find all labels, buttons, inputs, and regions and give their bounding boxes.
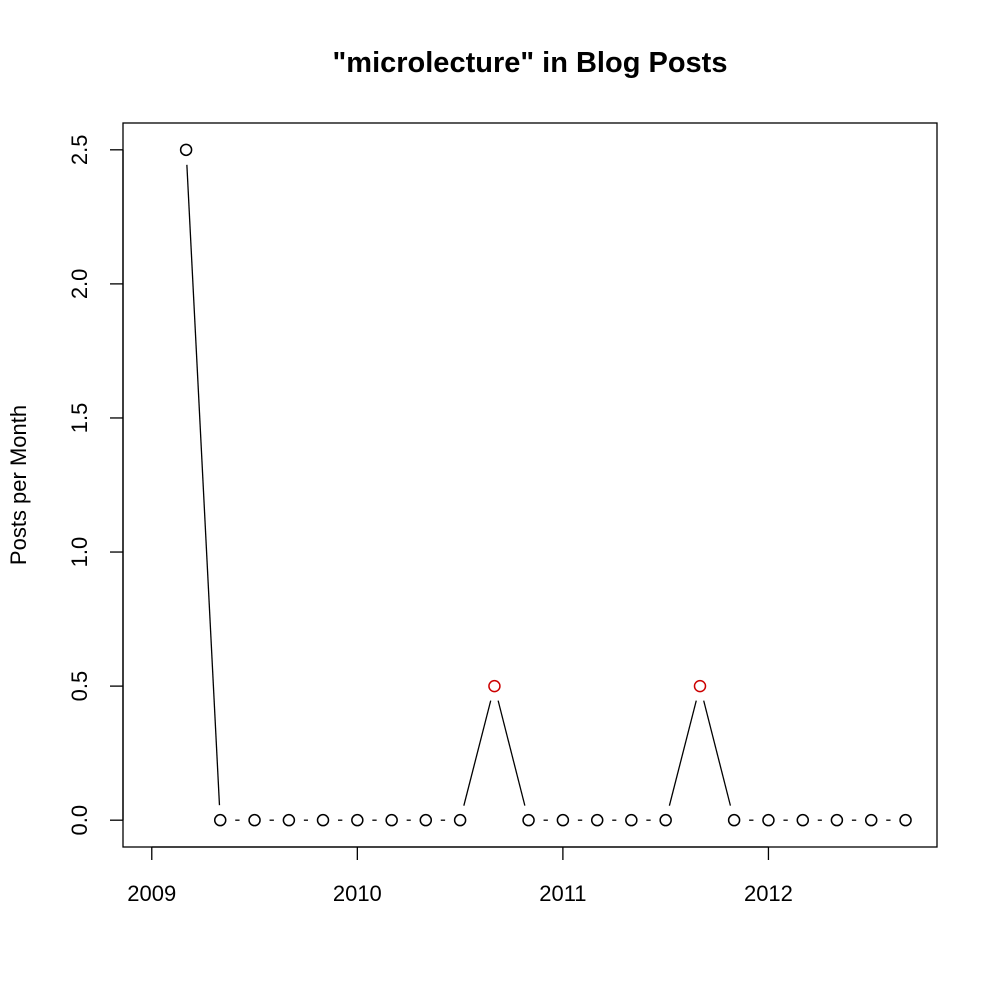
data-point bbox=[316, 813, 330, 827]
series-line-segment bbox=[463, 700, 492, 806]
data-point bbox=[659, 813, 672, 827]
data-point bbox=[693, 679, 707, 693]
data-point bbox=[727, 813, 741, 827]
data-point bbox=[556, 813, 570, 827]
x-tick-label: 2012 bbox=[744, 881, 793, 906]
data-point bbox=[419, 813, 433, 827]
y-tick-label: 1.0 bbox=[67, 537, 92, 568]
series-lines bbox=[186, 164, 891, 821]
data-point bbox=[179, 143, 193, 157]
y-tick-label: 0.0 bbox=[67, 805, 92, 836]
data-point bbox=[830, 813, 844, 827]
data-point bbox=[899, 813, 912, 827]
data-point bbox=[213, 813, 227, 827]
data-point bbox=[248, 813, 261, 827]
y-axis: 0.0 0.5 1.0 1.5 2.0 2.5 bbox=[67, 135, 124, 836]
series-line-segment bbox=[186, 164, 221, 806]
chart-title: "microlecture" in Blog Posts bbox=[333, 47, 728, 79]
y-tick-label: 0.5 bbox=[67, 671, 92, 702]
data-point bbox=[796, 813, 810, 827]
y-tick-label: 2.5 bbox=[67, 135, 92, 166]
x-axis: 2009 2010 2011 2012 bbox=[127, 846, 793, 906]
data-point bbox=[351, 813, 364, 827]
series-line-segment bbox=[497, 700, 526, 806]
data-point bbox=[864, 813, 878, 827]
series-points bbox=[179, 143, 912, 827]
data-point bbox=[590, 813, 604, 827]
y-axis-label: Posts per Month bbox=[6, 405, 31, 565]
data-point bbox=[625, 813, 638, 827]
series-line-segment bbox=[668, 700, 697, 806]
data-point bbox=[282, 813, 296, 827]
x-tick-label: 2009 bbox=[127, 881, 176, 906]
y-tick-label: 1.5 bbox=[67, 403, 92, 434]
plot-frame bbox=[122, 122, 938, 848]
y-tick-label: 2.0 bbox=[67, 269, 92, 300]
series-line-segment bbox=[703, 700, 732, 806]
data-point bbox=[488, 679, 501, 693]
data-point bbox=[762, 813, 775, 827]
data-point bbox=[385, 813, 398, 827]
data-point bbox=[453, 813, 467, 827]
x-tick-label: 2010 bbox=[333, 881, 382, 906]
x-tick-label: 2011 bbox=[539, 881, 586, 906]
data-point bbox=[522, 813, 535, 827]
